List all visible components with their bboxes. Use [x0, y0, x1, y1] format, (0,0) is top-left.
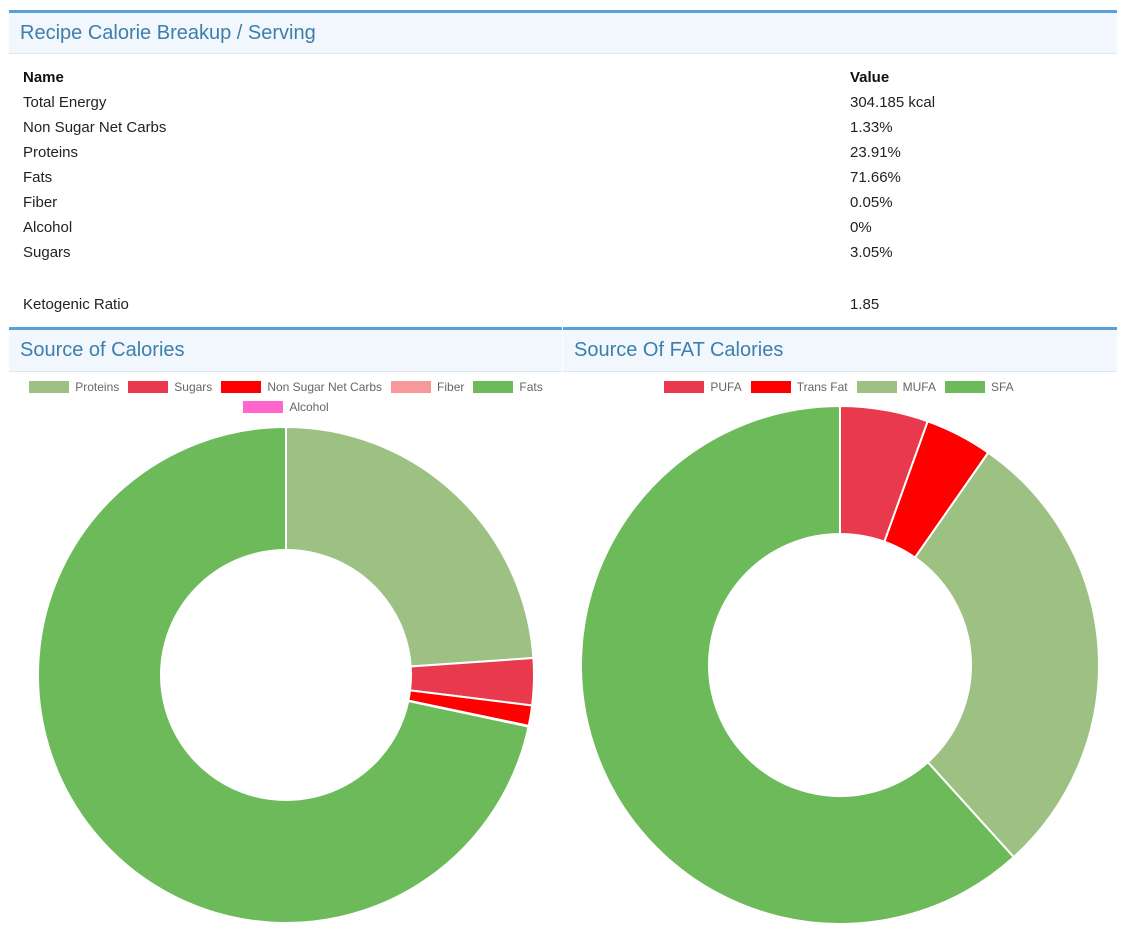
legend-label: MUFA	[902, 380, 936, 394]
legend-swatch	[128, 381, 169, 393]
fat-title: Source Of FAT Calories	[574, 339, 784, 361]
legend-label: Fats	[519, 380, 543, 394]
row-name: Total Energy	[23, 94, 107, 111]
keto-ratio-value: 1.85	[850, 296, 880, 313]
legend-swatch	[221, 381, 262, 393]
legend-swatch	[473, 381, 514, 393]
row-value: 304.185 kcal	[850, 94, 936, 111]
legend-item-sfa[interactable]: SFA	[944, 380, 1014, 394]
keto-ratio-label: Ketogenic Ratio	[23, 296, 129, 313]
fat-donut-chart	[580, 404, 1100, 925]
slice-fats[interactable]	[37, 425, 530, 924]
row-value: 23.91%	[850, 144, 901, 161]
legend-item-non-sugar-net-carbs[interactable]: Non Sugar Net Carbs	[221, 380, 382, 394]
legend-item-trans-fat[interactable]: Trans Fat	[750, 380, 848, 394]
legend-label: Non Sugar Net Carbs	[267, 380, 383, 394]
value-column-header: Value	[850, 69, 890, 86]
legend-label: Trans Fat	[796, 380, 848, 394]
legend-label: PUFA	[710, 380, 742, 394]
slice-proteins[interactable]	[285, 425, 535, 668]
legend-swatch	[391, 381, 432, 393]
breakup-title: Recipe Calorie Breakup / Serving	[20, 22, 316, 44]
row-value: 3.05%	[850, 244, 893, 261]
slice-mufa[interactable]	[913, 451, 1100, 859]
calories-panel-header: Source of Calories	[9, 327, 562, 372]
fat-legend: PUFA Trans Fat MUFA SFA	[567, 380, 1111, 394]
legend-item-mufa[interactable]: MUFA	[856, 380, 936, 394]
legend-item-alcohol[interactable]: Alcohol	[243, 400, 329, 414]
legend-swatch	[664, 381, 705, 393]
legend-item-proteins[interactable]: Proteins	[29, 380, 119, 394]
row-name: Fiber	[23, 194, 58, 211]
breakup-panel-header: Recipe Calorie Breakup / Serving	[9, 10, 1117, 54]
row-value: 0.05%	[850, 194, 893, 211]
legend-label: Proteins	[75, 380, 120, 394]
legend-label: SFA	[990, 380, 1014, 394]
legend-swatch	[29, 381, 70, 393]
calories-legend: Proteins Sugars Non Sugar Net Carbs Fiber Fa…	[14, 380, 558, 414]
legend-item-pufa[interactable]: PUFA	[664, 380, 742, 394]
calories-donut-chart	[37, 425, 535, 924]
legend-swatch	[243, 401, 284, 413]
slice-sfa[interactable]	[580, 404, 1016, 925]
legend-swatch	[944, 381, 985, 393]
legend-label: Alcohol	[289, 400, 329, 414]
row-name: Fats	[23, 169, 53, 186]
fat-panel-header: Source Of FAT Calories	[563, 327, 1117, 372]
row-name: Sugars	[23, 244, 71, 261]
legend-label: Sugars	[174, 380, 213, 394]
row-name: Proteins	[23, 144, 79, 161]
legend-swatch	[856, 381, 897, 393]
legend-label: Fiber	[437, 380, 465, 394]
row-name: Non Sugar Net Carbs	[23, 119, 167, 136]
row-value: 1.33%	[850, 119, 893, 136]
row-value: 0%	[850, 219, 872, 236]
calories-title: Source of Calories	[20, 339, 185, 361]
legend-item-fats[interactable]: Fats	[473, 380, 543, 394]
row-name: Alcohol	[23, 219, 73, 236]
row-value: 71.66%	[850, 169, 901, 186]
legend-swatch	[750, 381, 791, 393]
legend-item-fiber[interactable]: Fiber	[391, 380, 464, 394]
legend-item-sugars[interactable]: Sugars	[128, 380, 212, 394]
name-column-header: Name	[23, 69, 64, 86]
